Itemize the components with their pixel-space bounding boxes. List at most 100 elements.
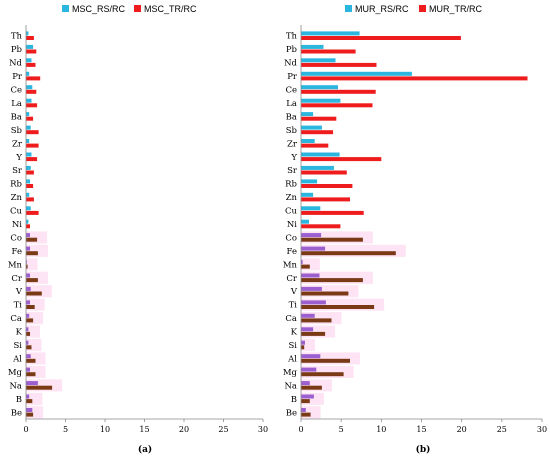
bar-MUR_TR/RC-Sb — [301, 130, 334, 135]
x-tick-label: 15 — [139, 425, 149, 434]
bar-MSC_TR/RC-Be — [26, 412, 34, 417]
bar-MSC_TR/RC-Ni — [26, 224, 30, 229]
category-label-Si: Si — [288, 341, 297, 351]
bar-MUR_TR/RC-Ba — [301, 116, 337, 121]
bar-MUR_RS/RC-Mn — [301, 260, 303, 264]
category-label-Ce: Ce — [285, 86, 297, 96]
bar-MUR_RS/RC-Be — [301, 408, 306, 412]
bar-MUR_RS/RC-Si — [301, 340, 305, 345]
category-label-Al: Al — [12, 355, 22, 365]
bar-MSC_RS/RC-Si — [26, 340, 29, 345]
x-tick-label: 30 — [258, 425, 268, 434]
x-tick-label: 20 — [179, 425, 189, 434]
bar-MUR_RS/RC-Sr — [301, 165, 334, 170]
category-label-Zn: Zn — [11, 193, 23, 203]
bar-MUR_RS/RC-La — [301, 98, 341, 103]
bar-MSC_TR/RC-Si — [26, 345, 32, 350]
bar-MUR_RS/RC-Fe — [301, 246, 326, 251]
bar-MUR_TR/RC-Co — [301, 237, 363, 242]
legend-swatch-rs-a — [62, 5, 69, 12]
bar-MUR_RS/RC-Ca — [301, 313, 315, 318]
bar-MSC_RS/RC-Ce — [26, 85, 33, 90]
category-label-Cr: Cr — [11, 274, 23, 284]
category-label-Ni: Ni — [287, 220, 297, 230]
bar-MUR_TR/RC-La — [301, 103, 373, 108]
category-label-Ti: Ti — [14, 301, 23, 311]
category-label-Pr: Pr — [12, 72, 23, 82]
legend-swatch-tr-a — [134, 5, 141, 12]
bar-MSC_TR/RC-Pb — [26, 49, 37, 54]
bar-MSC_RS/RC-Y — [26, 152, 32, 157]
bar-MSC_RS/RC-Sb — [26, 125, 31, 130]
bar-MSC_RS/RC-Cu — [26, 206, 31, 211]
bar-MUR_TR/RC-Al — [301, 358, 350, 363]
legend-a: MSC_RS/RC MSC_TR/RC — [62, 4, 197, 14]
x-tick-label: 0 — [23, 425, 28, 434]
bar-MUR_TR/RC-Zn — [301, 197, 350, 202]
category-label-La: La — [286, 99, 297, 109]
bar-MUR_TR/RC-B — [301, 399, 310, 404]
legend-b: MUR_RS/RC MUR_TR/RC — [345, 4, 482, 14]
bar-MSC_TR/RC-Rb — [26, 184, 34, 188]
bar-MUR_TR/RC-Rb — [301, 184, 353, 188]
category-label-Al: Al — [287, 355, 297, 365]
bar-MUR_TR/RC-Na — [301, 385, 322, 390]
bar-MUR_TR/RC-Zr — [301, 143, 329, 148]
bar-MUR_RS/RC-Zn — [301, 192, 314, 197]
category-label-B: B — [291, 395, 297, 405]
category-label-Cu: Cu — [285, 207, 298, 217]
category-label-Zr: Zr — [12, 139, 23, 149]
bar-MSC_RS/RC-Al — [26, 354, 31, 359]
bar-MUR_TR/RC-Mn — [301, 264, 310, 269]
category-label-Ba: Ba — [11, 112, 22, 122]
bar-MSC_RS/RC-Ti — [26, 300, 30, 305]
bar-MUR_RS/RC-Ba — [301, 112, 314, 117]
category-label-Rb: Rb — [285, 180, 297, 190]
bar-MSC_TR/RC-Pr — [26, 76, 41, 81]
x-tick-label: 30 — [537, 425, 547, 434]
category-label-Mn: Mn — [283, 260, 298, 270]
bar-MUR_RS/RC-Ti — [301, 300, 326, 305]
bar-MSC_TR/RC-Ca — [26, 318, 34, 323]
bar-MSC_RS/RC-B — [26, 394, 30, 399]
legend-label-rs-b: MUR_RS/RC — [355, 4, 409, 14]
category-label-Mg: Mg — [8, 368, 23, 378]
category-label-Fe: Fe — [12, 247, 22, 257]
panel-label-b: (b) — [416, 444, 431, 455]
bar-MSC_TR/RC-Ce — [26, 89, 37, 94]
category-label-Zr: Zr — [287, 139, 298, 149]
category-label-Rb: Rb — [10, 180, 22, 190]
category-label-Th: Th — [286, 32, 298, 42]
category-label-Be: Be — [11, 408, 22, 418]
category-label-Fe: Fe — [287, 247, 297, 257]
bar-MSC_RS/RC-Ba — [26, 112, 30, 117]
bar-MUR_RS/RC-Ni — [301, 219, 309, 224]
bar-MSC_TR/RC-Cr — [26, 278, 38, 283]
bar-MSC_RS/RC-Zn — [26, 192, 30, 197]
legend-swatch-rs-b — [345, 5, 352, 12]
category-label-V: V — [290, 287, 298, 297]
bar-MSC_TR/RC-Zr — [26, 143, 39, 148]
category-label-Nd: Nd — [284, 59, 297, 69]
bar-MSC_TR/RC-Cu — [26, 210, 39, 215]
bar-MSC_TR/RC-Fe — [26, 251, 38, 256]
x-tick-label: 20 — [457, 425, 467, 434]
bar-MUR_TR/RC-Fe — [301, 251, 396, 256]
bar-MUR_RS/RC-Rb — [301, 179, 318, 184]
bar-MUR_RS/RC-B — [301, 394, 314, 399]
category-label-Mg: Mg — [283, 368, 298, 378]
bar-MUR_RS/RC-Cr — [301, 273, 320, 278]
bar-MUR_TR/RC-Pb — [301, 49, 356, 54]
bar-MSC_TR/RC-Mg — [26, 372, 36, 377]
x-tick-label: 5 — [339, 425, 344, 434]
bar-MUR_RS/RC-Mg — [301, 367, 317, 372]
bar-MSC_TR/RC-Al — [26, 358, 36, 363]
category-label-Si: Si — [13, 341, 22, 351]
bar-MUR_TR/RC-V — [301, 291, 349, 296]
bar-MSC_TR/RC-Co — [26, 237, 38, 242]
bar-MSC_RS/RC-Rb — [26, 179, 30, 184]
bar-MSC_TR/RC-Ti — [26, 305, 35, 309]
category-label-Pb: Pb — [11, 45, 23, 55]
bar-MSC_TR/RC-Ba — [26, 116, 34, 121]
